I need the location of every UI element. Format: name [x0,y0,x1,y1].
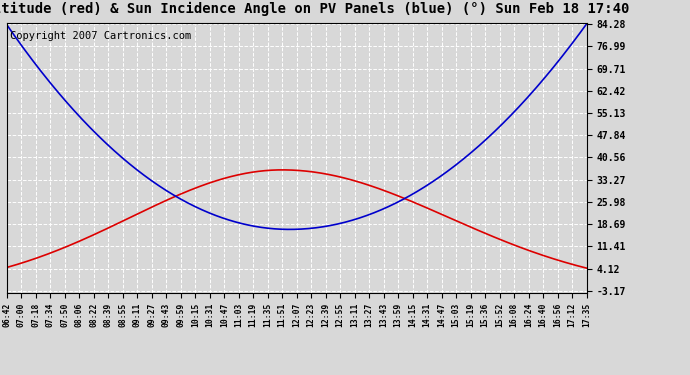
Text: Copyright 2007 Cartronics.com: Copyright 2007 Cartronics.com [10,31,191,40]
Text: Sun Altitude (red) & Sun Incidence Angle on PV Panels (blue) (°) Sun Feb 18 17:4: Sun Altitude (red) & Sun Incidence Angle… [0,2,629,16]
